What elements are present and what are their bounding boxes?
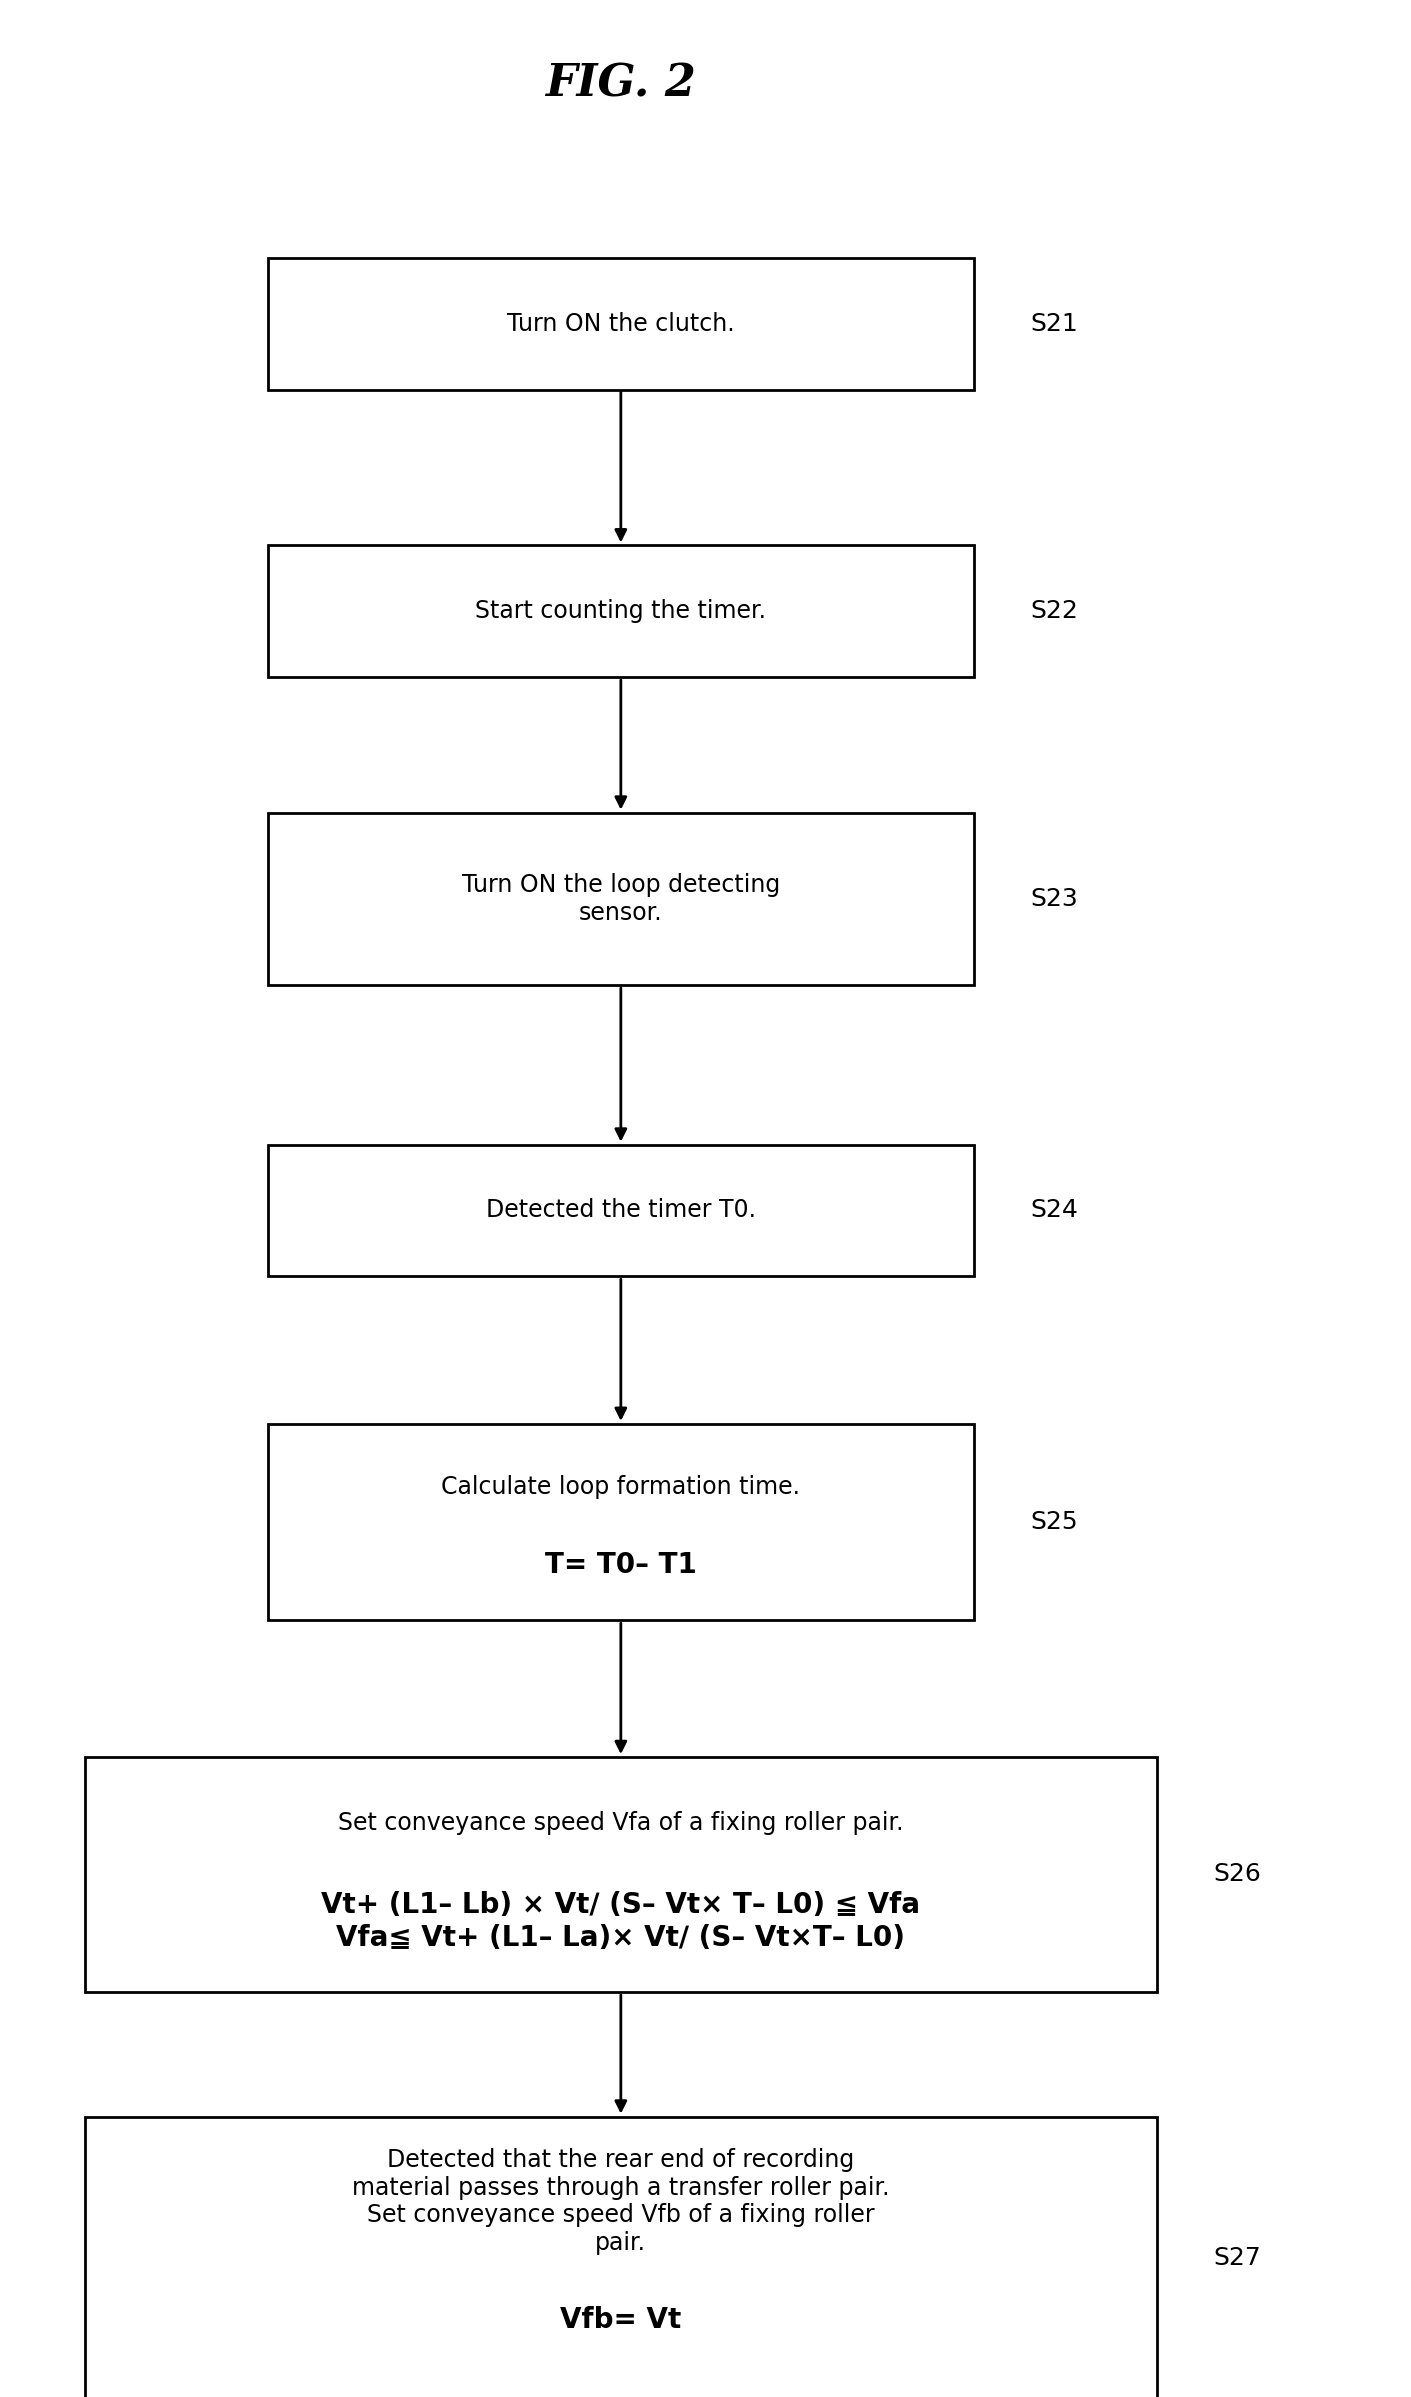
Bar — [268, 813, 974, 985]
Text: Detected the timer T0.: Detected the timer T0. — [485, 1198, 756, 1222]
Text: S23: S23 — [1030, 887, 1078, 911]
Text: S26: S26 — [1213, 1862, 1261, 1886]
Bar — [85, 1757, 1157, 1992]
Text: Detected that the rear end of recording
material passes through a transfer rolle: Detected that the rear end of recording … — [353, 2148, 889, 2256]
Bar — [268, 256, 974, 388]
Text: Set conveyance speed Vfa of a fixing roller pair.: Set conveyance speed Vfa of a fixing rol… — [339, 1810, 903, 1834]
Bar — [268, 1146, 974, 1278]
Bar — [268, 1424, 974, 1620]
Text: Vfb= Vt: Vfb= Vt — [560, 2306, 682, 2335]
Text: S25: S25 — [1030, 1510, 1078, 1534]
Text: S21: S21 — [1030, 312, 1078, 336]
Text: T= T0– T1: T= T0– T1 — [545, 1551, 697, 1580]
Text: Calculate loop formation time.: Calculate loop formation time. — [442, 1474, 800, 1498]
Bar — [268, 544, 974, 676]
Text: S27: S27 — [1213, 2246, 1261, 2270]
Text: Start counting the timer.: Start counting the timer. — [476, 599, 766, 623]
Text: Turn ON the loop detecting
sensor.: Turn ON the loop detecting sensor. — [461, 873, 780, 925]
Text: FIG. 2: FIG. 2 — [546, 62, 696, 105]
Text: S22: S22 — [1030, 599, 1078, 623]
Text: S24: S24 — [1030, 1198, 1078, 1222]
Text: Turn ON the clutch.: Turn ON the clutch. — [507, 312, 735, 336]
Text: Vt+ (L1– Lb) × Vt∕ (S– Vt× T– L0) ≦ Vfa
Vfa≦ Vt+ (L1– La)× Vt∕ (S– Vt×T– L0): Vt+ (L1– Lb) × Vt∕ (S– Vt× T– L0) ≦ Vfa … — [322, 1891, 920, 1951]
Bar — [85, 2117, 1157, 2397]
